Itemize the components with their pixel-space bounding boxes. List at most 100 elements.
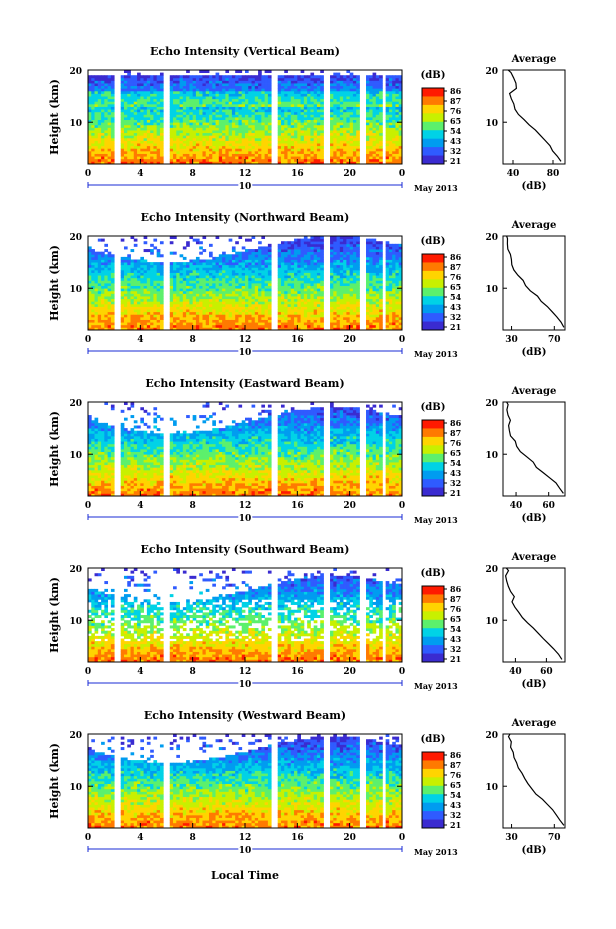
heatmap-cell (277, 132, 282, 136)
heatmap-cell (395, 106, 400, 110)
heatmap-cell (258, 145, 262, 149)
heatmap-cell (251, 119, 256, 123)
heatmap-cell (280, 148, 285, 152)
heatmap-cell (277, 311, 282, 315)
heatmap-cell (287, 101, 292, 105)
heatmap-cell (248, 256, 252, 260)
heatmap-cell (91, 272, 95, 276)
heatmap-cell (349, 153, 354, 157)
heatmap-cell (159, 161, 164, 165)
heatmap-cell (316, 288, 321, 292)
heatmap-cell (284, 80, 288, 84)
heatmap-cell (130, 153, 135, 157)
heatmap-cell (159, 111, 164, 115)
heatmap-cell (104, 283, 109, 287)
heatmap-cell (195, 322, 200, 326)
heatmap-cell (209, 127, 213, 131)
heatmap-cell (241, 267, 246, 271)
heatmap-cell (398, 161, 403, 165)
heatmap-cell (320, 77, 324, 81)
heatmap-cell (202, 106, 207, 110)
heatmap-cell (254, 143, 259, 147)
heatmap-cell (192, 158, 197, 162)
heatmap-cell (339, 140, 344, 144)
heatmap-cell (307, 156, 311, 160)
heatmap-cell (107, 303, 112, 307)
heatmap-cell (120, 93, 125, 97)
heatmap-cell (94, 96, 99, 100)
heatmap-cell (395, 156, 400, 160)
heatmap-cell (254, 293, 259, 297)
heatmap-cell (261, 119, 266, 123)
heatmap-cell (284, 150, 288, 154)
heatmap-cell (231, 124, 236, 128)
heatmap-cell (235, 70, 239, 74)
heatmap-cell (248, 254, 252, 258)
heatmap-cell (267, 314, 272, 318)
heatmap-cell (310, 109, 315, 113)
heatmap-cell (267, 143, 272, 147)
heatmap-cell (379, 153, 383, 157)
heatmap-cell (91, 309, 95, 313)
heatmap-cell (320, 316, 324, 320)
heatmap-cell (294, 303, 298, 307)
heatmap-cell (222, 264, 226, 268)
heatmap-cell (97, 122, 102, 126)
heatmap-cell (127, 293, 131, 297)
heatmap-cell (310, 140, 315, 144)
heatmap-cell (395, 148, 400, 152)
heatmap-cell (150, 90, 154, 94)
heatmap-cell (159, 140, 164, 144)
heatmap-cell (254, 298, 259, 302)
heatmap-cell (225, 158, 230, 162)
heatmap-cell (251, 96, 256, 100)
heatmap-cell (218, 96, 223, 100)
heatmap-cell (264, 124, 269, 128)
heatmap-cell (316, 298, 321, 302)
heatmap-cell (313, 161, 318, 165)
heatmap (88, 236, 403, 331)
heatmap-cell (94, 140, 99, 144)
heatmap-cell (153, 298, 158, 302)
heatmap-cell (94, 275, 99, 279)
heatmap-cell (212, 114, 216, 118)
heatmap-cell (179, 158, 184, 162)
heatmap-cell (356, 80, 360, 84)
heatmap-cell (248, 306, 252, 310)
heatmap-cell (284, 143, 288, 147)
heatmap-cell (356, 117, 360, 121)
heatmap-cell (290, 122, 295, 126)
heatmap-cell (245, 280, 249, 284)
heatmap-cell (137, 77, 141, 81)
heatmap-cell (277, 124, 282, 128)
heatmap-cell (264, 83, 269, 87)
heatmap-cell (395, 80, 400, 84)
heatmap-cell (153, 311, 158, 315)
heatmap-cell (248, 251, 252, 255)
heatmap-cell (182, 262, 187, 266)
heatmap-cell (182, 132, 187, 136)
heatmap-cell (297, 285, 301, 289)
heatmap-cell (303, 238, 308, 242)
heatmap-cell (385, 90, 390, 94)
heatmap-cell (169, 293, 174, 297)
heatmap-cell (202, 296, 207, 300)
heatmap-cell (88, 143, 92, 147)
heatmap-cell (307, 249, 311, 253)
heatmap-cell (307, 117, 311, 121)
heatmap-cell (110, 256, 115, 260)
heatmap-cell (316, 111, 321, 115)
heatmap-cell (379, 106, 383, 110)
heatmap-cell (349, 127, 354, 131)
heatmap-cell (186, 283, 190, 287)
heatmap-cell (225, 319, 230, 323)
heatmap-cell (218, 137, 223, 141)
heatmap-cell (91, 119, 95, 123)
heatmap-cell (209, 153, 213, 157)
heatmap-cell (248, 327, 252, 331)
heatmap-cell (146, 267, 151, 271)
heatmap-cell (241, 150, 246, 154)
heatmap-cell (310, 161, 315, 165)
heatmap-cell (336, 158, 341, 162)
heatmap-cell (88, 122, 92, 126)
